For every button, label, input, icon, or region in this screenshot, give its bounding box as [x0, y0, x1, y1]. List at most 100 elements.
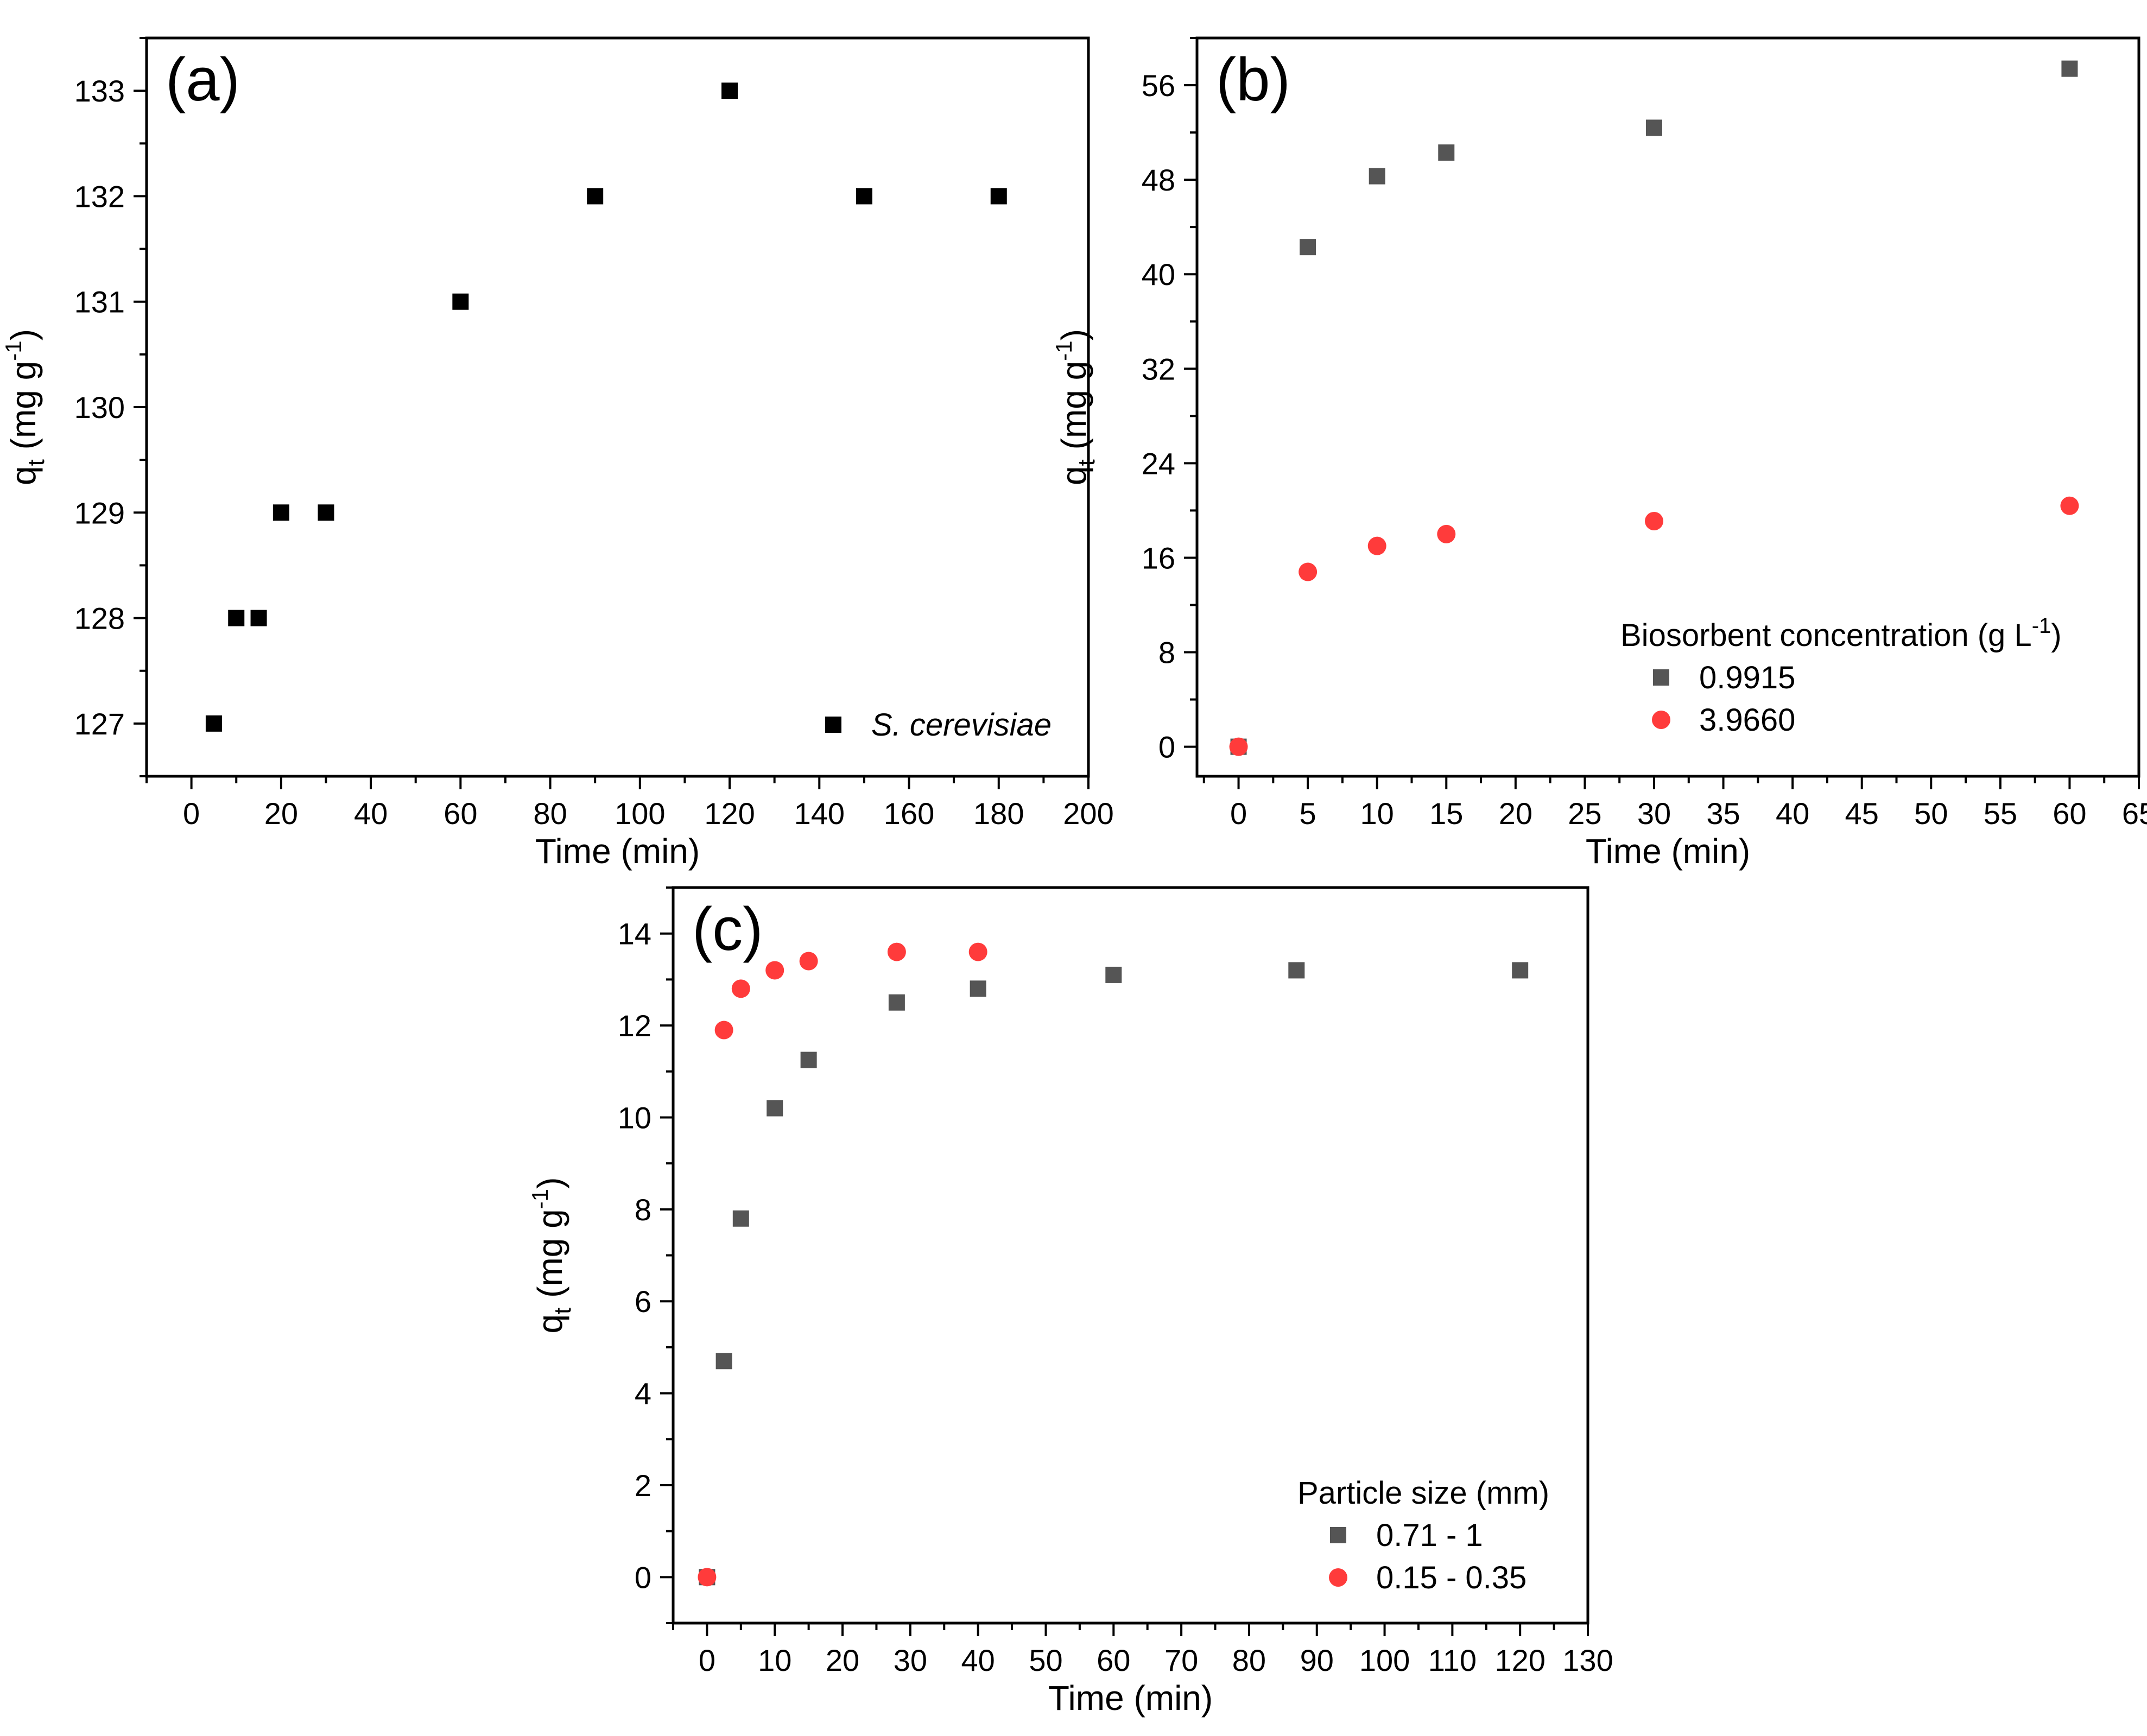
data-point-c-s0 — [1288, 962, 1305, 979]
legend-marker-b-0 — [1653, 669, 1669, 686]
data-point-a-s0 — [721, 83, 738, 99]
y-tick-label-a: 129 — [74, 496, 125, 530]
series-a-0 — [205, 83, 1007, 732]
data-point-c-s1 — [765, 961, 784, 980]
series-b-1 — [1229, 496, 2079, 756]
legend-label-b-0: 0.9915 — [1699, 660, 1795, 695]
x-tick-label-c: 10 — [758, 1643, 791, 1677]
x-tick-label-c: 120 — [1494, 1643, 1545, 1677]
y-tick-label-c: 14 — [618, 917, 651, 951]
legend-marker-b-1 — [1652, 711, 1670, 729]
x-tick-label-a: 80 — [533, 796, 567, 831]
data-point-c-s0 — [1105, 966, 1122, 983]
data-point-a-s0 — [205, 715, 222, 732]
y-tick-label-a: 132 — [74, 179, 125, 213]
y-tick-label-a: 128 — [74, 601, 125, 636]
data-point-a-s0 — [250, 610, 267, 626]
y-tick-label-c: 8 — [635, 1193, 651, 1227]
x-tick-label-b: 55 — [1984, 796, 2017, 831]
x-tick-label-b: 0 — [1230, 796, 1247, 831]
y-tick-label-c: 4 — [635, 1377, 651, 1411]
x-tick-label-b: 5 — [1300, 796, 1316, 831]
y-tick-label-c: 2 — [635, 1468, 651, 1503]
data-point-a-s0 — [990, 188, 1007, 205]
x-tick-label-c: 100 — [1359, 1643, 1410, 1677]
x-tick-label-a: 40 — [354, 796, 388, 831]
panel-label-c: (c) — [692, 895, 763, 963]
data-point-c-s0 — [732, 1210, 749, 1227]
y-tick-label-b: 0 — [1158, 730, 1175, 764]
x-tick-label-b: 40 — [1776, 796, 1809, 831]
legend-label-a-0: S. cerevisiae — [871, 707, 1052, 743]
data-point-b-s0 — [1300, 239, 1316, 256]
y-tick-label-a: 133 — [74, 74, 125, 108]
data-point-c-s1 — [698, 1568, 717, 1587]
data-point-c-s0 — [767, 1100, 783, 1117]
plot-frame-a — [145, 36, 1090, 778]
y-axis-title-b: qt (mg g-1) — [1051, 329, 1100, 485]
x-tick-label-c: 130 — [1562, 1643, 1613, 1677]
x-tick-label-c: 90 — [1300, 1643, 1334, 1677]
x-tick-label-b: 20 — [1499, 796, 1532, 831]
x-tick-label-c: 70 — [1164, 1643, 1198, 1677]
legend-c: Particle size (mm) 0.71 - 1 0.15 - 0.35 — [1297, 1475, 1549, 1595]
data-point-c-s0 — [970, 980, 986, 997]
data-point-c-s1 — [731, 979, 750, 998]
legend-title-b: Biosorbent concentration (g L-1) — [1620, 614, 2062, 653]
x-tick-label-a: 200 — [1063, 796, 1113, 831]
y-tick-label-b: 48 — [1142, 163, 1175, 197]
legend-b: Biosorbent concentration (g L-1) 0.9915 3.… — [1620, 614, 2062, 738]
data-point-b-s0 — [1645, 119, 1662, 136]
data-point-c-s0 — [1512, 962, 1529, 979]
legend-marker-a-0 — [825, 717, 841, 733]
x-tick-label-b: 15 — [1429, 796, 1463, 831]
legend-label-c-1: 0.15 - 0.35 — [1376, 1560, 1527, 1595]
data-point-b-s1 — [1644, 511, 1663, 530]
data-point-b-s1 — [1437, 524, 1456, 543]
data-point-a-s0 — [228, 610, 245, 626]
x-tick-label-c: 30 — [894, 1643, 927, 1677]
panel-label-b: (b) — [1216, 46, 1290, 113]
data-point-a-s0 — [856, 188, 872, 205]
x-tick-label-c: 80 — [1232, 1643, 1266, 1677]
y-tick-label-b: 40 — [1142, 257, 1175, 292]
x-tick-label-a: 60 — [444, 796, 477, 831]
plot-frame-c — [672, 886, 1589, 1625]
data-point-b-s0 — [1438, 144, 1455, 161]
data-point-b-s1 — [2060, 496, 2079, 515]
y-tick-label-b: 24 — [1142, 446, 1175, 480]
x-tick-label-a: 180 — [973, 796, 1024, 831]
y-tick-label-b: 16 — [1142, 541, 1175, 575]
legend-title-c: Particle size (mm) — [1297, 1475, 1549, 1511]
x-tick-label-c: 0 — [699, 1643, 715, 1677]
panel-b: 0 5 10 15 20 25 30 35 40 45 50 55 60 65 0 8 16 24 32 40 48 56… — [1051, 36, 2147, 871]
y-tick-label-a: 131 — [74, 285, 125, 319]
data-point-c-s1 — [714, 1021, 733, 1040]
x-tick-label-a: 20 — [264, 796, 298, 831]
panel-label-a: (a) — [166, 46, 240, 113]
x-tick-label-c: 50 — [1029, 1643, 1062, 1677]
x-tick-label-b: 25 — [1568, 796, 1601, 831]
x-tick-label-c: 60 — [1097, 1643, 1130, 1677]
y-tick-label-c: 6 — [635, 1284, 651, 1319]
data-point-c-s1 — [799, 952, 818, 971]
x-tick-label-b: 60 — [2053, 796, 2086, 831]
panel-c: 0 10 20 30 40 50 60 70 80 90 100 110 120 130 0 2 4 6 8 10 12… — [527, 886, 1613, 1718]
data-point-c-s0 — [800, 1051, 817, 1068]
x-tick-label-a: 0 — [183, 796, 200, 831]
data-point-a-s0 — [452, 293, 469, 310]
y-tick-label-a: 127 — [74, 707, 125, 741]
y-axis-title-a: qt (mg g-1) — [1, 329, 49, 485]
x-tick-label-c: 40 — [961, 1643, 995, 1677]
y-tick-label-a: 130 — [74, 390, 125, 425]
legend-a: S. cerevisiae — [825, 707, 1052, 743]
data-point-b-s1 — [1367, 536, 1386, 555]
y-axis-title-c: qt (mg g-1) — [527, 1177, 576, 1334]
x-tick-label-c: 20 — [826, 1643, 859, 1677]
x-tick-label-a: 160 — [884, 796, 934, 831]
data-point-b-s0 — [2061, 60, 2078, 77]
x-tick-label-b: 45 — [1845, 796, 1879, 831]
data-point-c-s1 — [887, 942, 906, 961]
data-point-a-s0 — [587, 188, 604, 205]
x-tick-label-b: 65 — [2122, 796, 2147, 831]
